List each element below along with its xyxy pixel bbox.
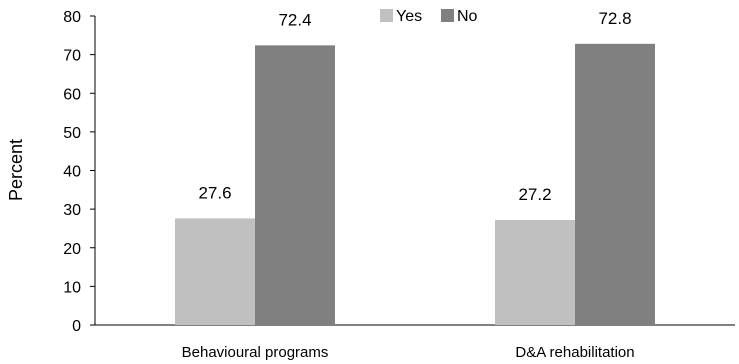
y-tick-label: 20	[63, 241, 81, 258]
bar-no	[575, 43, 655, 326]
legend: Yes No	[380, 8, 478, 25]
y-tick-label: 60	[63, 86, 81, 103]
data-labels: 27.6 72.4 27.2 72.8	[198, 9, 631, 204]
bars	[175, 43, 655, 326]
category-label: Behavioural programs	[182, 344, 329, 361]
bar-no	[255, 45, 335, 325]
data-label: 72.8	[598, 9, 631, 28]
data-label: 27.6	[198, 183, 231, 202]
category-label: D&A rehabilitation	[515, 344, 634, 361]
legend-swatch-yes	[380, 9, 393, 22]
data-label: 27.2	[518, 185, 551, 204]
y-tick-label: 50	[63, 125, 81, 142]
legend-label-yes: Yes	[396, 8, 422, 25]
legend-label-no: No	[457, 8, 478, 25]
data-label: 72.4	[278, 10, 311, 29]
bar-yes	[175, 218, 255, 325]
y-tick-label: 40	[63, 164, 81, 181]
y-axis-title: Percent	[6, 139, 26, 201]
y-tick-label: 10	[63, 279, 81, 296]
y-tick-label: 70	[63, 48, 81, 65]
y-tick-label: 30	[63, 202, 81, 219]
y-axis-ticks: 0 10 20 30 40 50 60 70 80	[63, 9, 95, 335]
y-tick-label: 80	[63, 9, 81, 26]
category-labels: Behavioural programs D&A rehabilitation	[182, 344, 635, 361]
bar-yes	[495, 219, 575, 325]
legend-swatch-no	[441, 9, 454, 22]
y-tick-label: 0	[72, 318, 81, 335]
